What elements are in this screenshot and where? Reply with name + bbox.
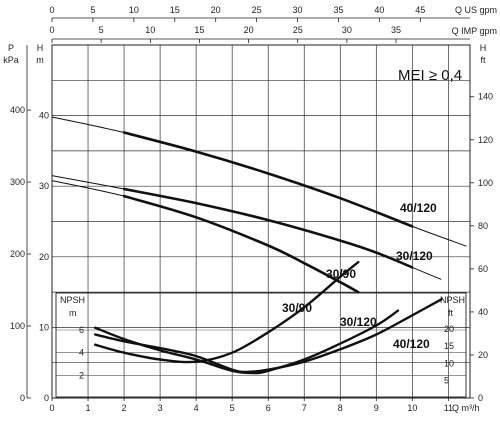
curve-label-30-120: 30/120: [396, 249, 433, 263]
x-axis-unit: m³/h: [462, 403, 480, 413]
x-tick-label: 5: [230, 403, 235, 413]
p-tick-label: 300: [10, 177, 25, 187]
npsh-m-axis-title: NPSH: [60, 295, 85, 305]
h-ft-axis-title: H: [480, 43, 487, 53]
hq-curve-thin-40-120: [51, 116, 467, 247]
h-ft-tick-label: 60: [478, 264, 488, 274]
x-tick-label: 3: [158, 403, 163, 413]
npsh-m-axis-unit: m: [69, 308, 77, 318]
imp-gpm-tick-label: 5: [99, 25, 104, 35]
us-gpm-tick-label: 40: [374, 5, 384, 15]
npsh-ft-axis-unit: ft: [448, 308, 454, 318]
us-gpm-tick-label: 30: [293, 5, 303, 15]
imp-gpm-axis-title: Q IMP gpm: [452, 26, 497, 36]
mei-annotation: MEI ≥ 0,4: [398, 67, 462, 84]
h-ft-axis-unit: ft: [480, 55, 486, 65]
h-ft-tick-label: 100: [478, 178, 493, 188]
hq-curve-thin-30-90: [51, 180, 359, 293]
p-axis-unit: kPa: [3, 55, 19, 65]
x-tick-label: 8: [338, 403, 343, 413]
p-tick-label: 400: [10, 105, 25, 115]
npsh-ft-tick-label: 5: [444, 376, 449, 386]
npsh-label-30-120: 30/120: [340, 315, 377, 329]
p-tick-label: 0: [20, 393, 25, 403]
curve-label-40-120: 40/120: [400, 201, 437, 215]
imp-gpm-tick-label: 0: [49, 25, 54, 35]
us-gpm-tick-label: 5: [90, 5, 95, 15]
us-gpm-tick-label: 10: [129, 5, 139, 15]
npsh-m-tick-label: 4: [79, 348, 84, 358]
curve-label-30-90: 30/90: [326, 267, 356, 281]
hq-curve-30-90: [122, 194, 360, 294]
x-tick-label: 2: [122, 403, 127, 413]
h-ft-tick-label: 80: [478, 221, 488, 231]
npsh-ft-tick-label: 15: [444, 341, 454, 351]
x-tick-label: 7: [302, 403, 307, 413]
h-axis-unit: m: [36, 55, 44, 65]
imp-gpm-tick-label: 25: [293, 25, 303, 35]
x-tick-label: 10: [407, 403, 417, 413]
imp-gpm-tick-label: 35: [391, 25, 401, 35]
npsh-label-40-120: 40/120: [393, 337, 430, 351]
h-ft-tick-label: 40: [478, 307, 488, 317]
npsh-ft-axis-title: NPSH: [440, 295, 465, 305]
x-tick-label: 6: [266, 403, 271, 413]
imp-gpm-tick-label: 15: [194, 25, 204, 35]
npsh-m-tick-label: 6: [79, 325, 84, 335]
npsh-inset-frame: [55, 292, 467, 398]
imp-gpm-tick-label: 10: [145, 25, 155, 35]
p-tick-label: 100: [10, 321, 25, 331]
us-gpm-tick-label: 45: [415, 5, 425, 15]
x-tick-label: 4: [194, 403, 199, 413]
npsh-m-tick-label: 2: [79, 370, 84, 380]
h-tick-label: 20: [39, 252, 49, 262]
p-tick-label: 200: [10, 249, 25, 259]
x-tick-label: 11: [444, 403, 453, 413]
hq-curve-30-120: [122, 187, 414, 269]
us-gpm-tick-label: 15: [170, 5, 180, 15]
us-gpm-axis-title: Q US gpm: [455, 5, 497, 15]
us-gpm-tick-label: 20: [211, 5, 221, 15]
x-axis-title: Q m³/h: [452, 403, 480, 413]
p-axis-title: P: [8, 43, 14, 53]
grid-layer: [51, 44, 471, 399]
us-gpm-tick-label: 35: [333, 5, 343, 15]
us-gpm-tick-label: 25: [252, 5, 262, 15]
us-gpm-tick-label: 0: [49, 5, 54, 15]
h-tick-label: 30: [39, 181, 49, 191]
npsh-ft-tick-label: 20: [444, 324, 454, 334]
npsh-ft-tick-label: 10: [444, 358, 454, 368]
h-ft-tick-label: 0: [478, 393, 483, 403]
imp-gpm-tick-label: 20: [244, 25, 254, 35]
x-axis-q: Q: [452, 403, 459, 413]
h-tick-label: 10: [39, 322, 49, 332]
h-ft-tick-label: 120: [478, 135, 493, 145]
h-tick-label: 40: [39, 111, 49, 121]
x-tick-label: 0: [49, 403, 54, 413]
h-axis-title: H: [37, 43, 44, 53]
h-ft-tick-label: 140: [478, 92, 493, 102]
hq-curve-40-120: [122, 131, 414, 228]
npsh-curve-40-120: [94, 298, 443, 374]
hq-curve-thin-30-120: [51, 175, 442, 280]
h-tick-label: 0: [44, 393, 49, 403]
imp-gpm-tick-label: 30: [342, 25, 352, 35]
x-tick-label: 9: [374, 403, 379, 413]
npsh-label-30-90: 30/90: [282, 301, 312, 315]
h-ft-tick-label: 20: [478, 350, 488, 360]
npsh-curve-30-90: [94, 260, 360, 364]
x-tick-label: 1: [86, 403, 91, 413]
